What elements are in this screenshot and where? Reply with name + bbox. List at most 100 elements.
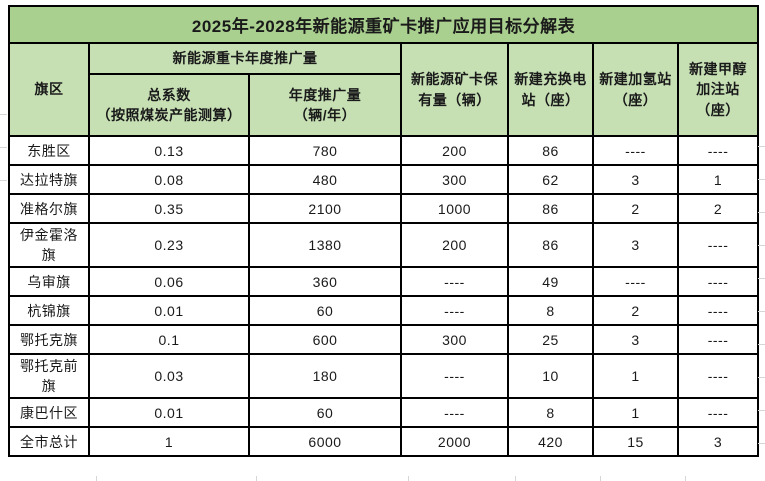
header-annual-volume: 年度推广量 （辆/年） [248,73,402,137]
value-cell: 0.35 [88,193,250,224]
value-cell: 420 [507,426,594,457]
table-row: 全市总计 1 6000 2000 420 15 3 [8,426,760,457]
gridline-stub [758,311,765,312]
value-cell: ---- [676,397,760,428]
value-cell: 25 [507,324,594,355]
value-cell: ---- [592,135,679,166]
region-cell: 东胜区 [8,135,90,166]
value-cell: 300 [400,324,509,355]
region-cell: 准格尔旗 [8,193,90,224]
gridline-stub [758,377,765,378]
value-cell: ---- [676,295,760,326]
value-cell: 1 [88,426,250,457]
gridline-stub [758,410,765,411]
value-cell: 0.23 [88,222,250,268]
value-cell: 480 [248,164,402,195]
table-row: 东胜区 0.13 780 200 86 ---- ---- [8,135,760,166]
header-mining-truck-holding: 新能源矿卡保有量（辆） [400,42,509,137]
region-cell: 伊金霍洛旗 [8,222,90,268]
value-cell: 0.01 [88,295,250,326]
gridline-stub [600,476,601,481]
table-row: 康巴什区 0.01 60 ---- 8 1 ---- [8,397,760,428]
table-title: 2025年-2028年新能源重矿卡推广应用目标分解表 [7,5,760,44]
region-cell: 达拉特旗 [8,164,90,195]
gridline-stub [0,114,7,115]
value-cell: 6000 [248,426,402,457]
value-cell: 180 [248,353,402,399]
value-cell: 8 [507,295,594,326]
gridline-stub [256,476,257,481]
table-row: 伊金霍洛旗 0.23 1380 200 86 3 ---- [8,222,760,268]
value-cell: 60 [248,295,402,326]
region-cell: 鄂托克前旗 [8,353,90,399]
region-cell: 鄂托克旗 [8,324,90,355]
value-cell: ---- [400,266,509,297]
value-cell: 0.06 [88,266,250,297]
value-cell: 3 [592,222,679,268]
region-cell: 康巴什区 [8,397,90,428]
gridline-stub [758,443,765,444]
table-row: 准格尔旗 0.35 2100 1000 86 2 2 [8,193,760,224]
value-cell: 200 [400,135,509,166]
gridline-stub [758,245,765,246]
value-cell: 0.13 [88,135,250,166]
value-cell: ---- [400,295,509,326]
value-cell: 0.01 [88,397,250,428]
value-cell: 780 [248,135,402,166]
value-cell: 10 [507,353,594,399]
value-cell: 49 [507,266,594,297]
value-cell: ---- [592,266,679,297]
region-cell: 全市总计 [8,426,90,457]
value-cell: 3 [592,324,679,355]
value-cell: 3 [676,426,760,457]
gridline-stub [758,179,765,180]
gridline-stub [0,147,7,148]
table-row: 乌审旗 0.06 360 ---- 49 ---- ---- [8,266,760,297]
value-cell: 1 [592,353,679,399]
value-cell: ---- [400,353,509,399]
table-row: 达拉特旗 0.08 480 300 62 3 1 [8,164,760,195]
gridline-stub [515,476,516,481]
gridline-stub [758,344,765,345]
value-cell: 0.1 [88,324,250,355]
value-cell: 86 [507,135,594,166]
value-cell: 0.03 [88,353,250,399]
gridline-stub [685,476,686,481]
table-row: 杭锦旗 0.01 60 ---- 8 2 ---- [8,295,760,326]
value-cell: 1 [592,397,679,428]
header-region: 旗区 [8,42,90,137]
header-annual-promotion-group: 新能源重卡年度推广量 [88,42,402,75]
header-total-coefficient: 总系数 （按照煤炭产能测算） [88,73,250,137]
header-methanol-station: 新建甲醇加注站（座） [676,42,760,137]
value-cell: 1380 [248,222,402,268]
gridline-stub [96,476,97,481]
value-cell: 86 [507,193,594,224]
gridline-stub [758,278,765,279]
value-cell: 3 [592,164,679,195]
value-cell: 60 [248,397,402,428]
value-cell: 2000 [400,426,509,457]
value-cell: 62 [507,164,594,195]
value-cell: 1 [676,164,760,195]
value-cell: ---- [676,266,760,297]
table-row: 鄂托克前旗 0.03 180 ---- 10 1 ---- [8,353,760,399]
value-cell: ---- [400,397,509,428]
region-cell: 杭锦旗 [8,295,90,326]
value-cell: 15 [592,426,679,457]
header-hydrogen-station: 新建加氢站（座） [592,42,679,137]
value-cell: ---- [676,324,760,355]
value-cell: ---- [676,222,760,268]
value-cell: 8 [507,397,594,428]
gridline-stub [408,476,409,481]
value-cell: 360 [248,266,402,297]
value-cell: 2 [676,193,760,224]
value-cell: 2100 [248,193,402,224]
target-breakdown-table: 2025年-2028年新能源重矿卡推广应用目标分解表 旗区 新能源重卡年度推广量… [7,5,760,457]
value-cell: 0.08 [88,164,250,195]
value-cell: 2 [592,295,679,326]
gridline-stub [758,146,765,147]
value-cell: 200 [400,222,509,268]
value-cell: 86 [507,222,594,268]
value-cell: 300 [400,164,509,195]
